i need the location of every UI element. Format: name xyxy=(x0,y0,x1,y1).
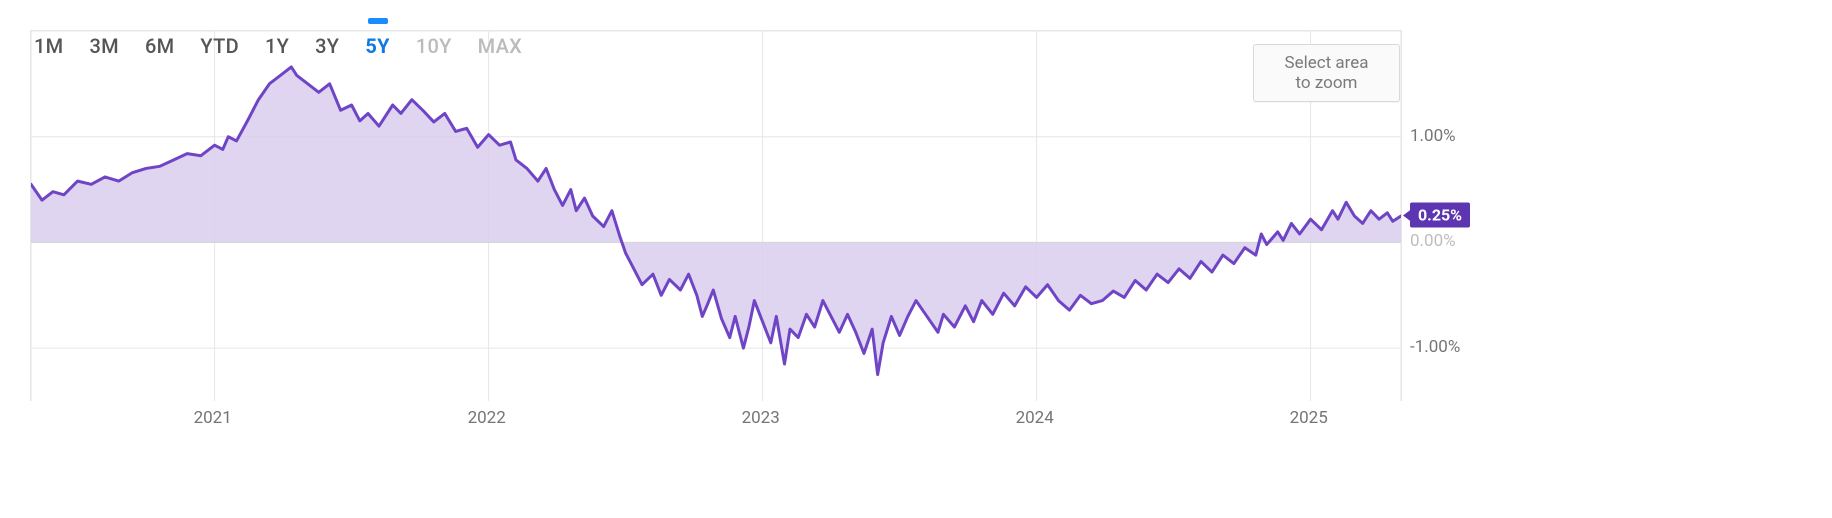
current-value-badge: 0.25% xyxy=(1410,203,1470,228)
range-label: MAX xyxy=(478,34,522,58)
range-selector: 1M 3M 6M YTD 1Y 3Y 5Y 10Y MAX xyxy=(30,30,526,64)
area-chart[interactable] xyxy=(30,30,1402,401)
x-tick-label: 2023 xyxy=(742,408,780,428)
y-tick-label: 1.00% xyxy=(1410,126,1456,146)
y-tick-label: -1.00% xyxy=(1410,337,1460,357)
range-label: 5Y xyxy=(365,34,389,58)
range-label: 3M xyxy=(89,34,118,58)
range-label: 1Y xyxy=(265,34,289,58)
y-tick-label: 0.00% xyxy=(1410,231,1456,251)
current-value-text: 0.25% xyxy=(1418,206,1462,225)
range-6m[interactable]: 6M xyxy=(141,30,178,64)
range-10y: 10Y xyxy=(412,30,456,64)
x-tick-label: 2022 xyxy=(468,408,506,428)
zoom-hint-line1: Select area xyxy=(1264,53,1389,73)
range-1y[interactable]: 1Y xyxy=(261,30,293,64)
range-ytd[interactable]: YTD xyxy=(196,30,243,64)
range-label: 10Y xyxy=(416,34,452,58)
range-3m[interactable]: 3M xyxy=(85,30,122,64)
range-1m[interactable]: 1M xyxy=(30,30,67,64)
x-tick-label: 2025 xyxy=(1290,408,1328,428)
chart-stage: 1M 3M 6M YTD 1Y 3Y 5Y 10Y MAX Select area to zoo… xyxy=(0,0,1832,518)
zoom-hint: Select area to zoom xyxy=(1253,44,1400,102)
range-label: 3Y xyxy=(315,34,339,58)
range-label: 1M xyxy=(34,34,63,58)
zoom-hint-line2: to zoom xyxy=(1264,73,1389,93)
range-3y[interactable]: 3Y xyxy=(311,30,343,64)
range-max: MAX xyxy=(474,30,526,64)
x-tick-label: 2024 xyxy=(1016,408,1054,428)
range-label: YTD xyxy=(200,34,239,58)
range-label: 6M xyxy=(145,34,174,58)
x-tick-label: 2021 xyxy=(194,408,232,428)
range-5y[interactable]: 5Y xyxy=(361,30,393,64)
